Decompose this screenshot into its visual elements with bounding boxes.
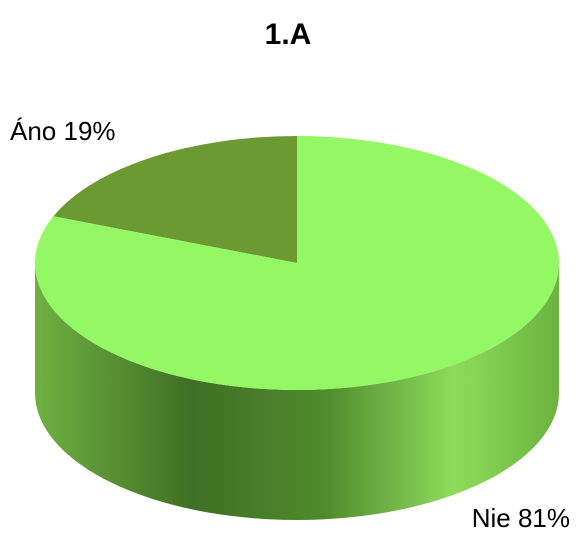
slice bbox=[35, 136, 560, 390]
data-label: Nie 81% bbox=[472, 503, 570, 533]
data-label: Áno 19% bbox=[10, 116, 116, 146]
label-value: 19% bbox=[64, 116, 116, 146]
label-value: 81% bbox=[518, 503, 570, 533]
slice-side bbox=[35, 263, 559, 520]
label-category: Áno bbox=[10, 116, 56, 146]
label-category: Nie bbox=[472, 503, 511, 533]
slice bbox=[53, 136, 297, 263]
chart-title: 1.A bbox=[265, 18, 312, 51]
